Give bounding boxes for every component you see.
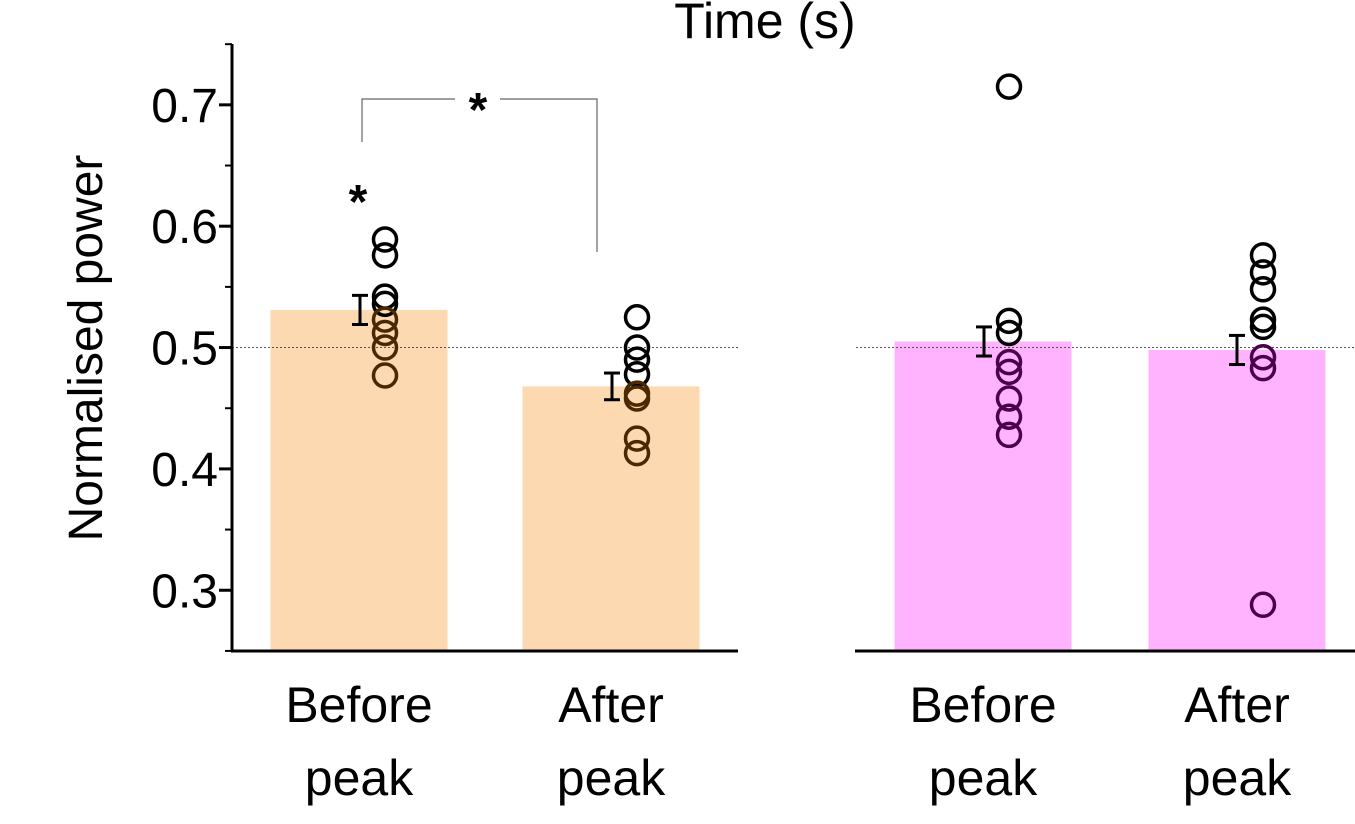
data-point: [1249, 242, 1277, 269]
bar: [894, 341, 1072, 651]
x-tick-label: Before peak: [909, 677, 1056, 806]
data-point: [371, 362, 399, 389]
data-point: [995, 385, 1023, 412]
data-point: [1249, 276, 1277, 303]
data-point: [995, 403, 1023, 430]
data-point: [623, 303, 651, 331]
data-point: [371, 226, 399, 253]
data-point: [995, 73, 1023, 100]
chart-panel-right: Before peak After peak: [855, 73, 1355, 806]
data-point: [995, 348, 1023, 376]
data-point: [1249, 591, 1277, 619]
y-axis-label: Normalised power: [60, 155, 113, 542]
x-tick-label: Before peak: [285, 677, 432, 806]
data-point: [371, 319, 399, 347]
x-tick-label-line: Before: [909, 677, 1056, 733]
significance-star: *: [469, 84, 488, 137]
bar: [1148, 349, 1326, 651]
data-point: [623, 425, 651, 452]
x-tick-label-line: peak: [557, 750, 666, 806]
data-point: [371, 306, 399, 333]
data-point: [1249, 306, 1277, 333]
x-tick-label: After peak: [557, 677, 666, 806]
x-tick-label-line: peak: [305, 750, 414, 806]
data-point: [1249, 313, 1277, 341]
chart-panel-left: 0.3 0.4 0.5 0.6 0.7 Normalised power Before pea…: [60, 43, 738, 806]
significance-bracket: [500, 98, 598, 252]
bar: [270, 309, 448, 651]
data-point: [995, 421, 1023, 449]
x-tick-label-line: After: [1184, 677, 1290, 733]
data-point: [995, 307, 1023, 335]
data-point: [1249, 344, 1277, 371]
data-point: [371, 334, 399, 361]
data-point: [623, 385, 651, 412]
data-point: [995, 319, 1023, 347]
x-tick-label-line: peak: [929, 750, 1038, 806]
y-tick-label: 0.4: [151, 444, 218, 497]
data-point: [995, 358, 1023, 386]
bar: [522, 386, 700, 651]
data-point: [371, 242, 399, 269]
data-point: [623, 346, 651, 373]
data-point: [623, 439, 651, 467]
x-tick-label-line: peak: [1183, 750, 1292, 806]
figure-title: Time (s): [674, 0, 855, 49]
data-point: [1249, 259, 1277, 286]
y-tick-label: 0.3: [151, 565, 218, 618]
x-tick-label-line: Before: [285, 677, 432, 733]
y-tick-label: 0.5: [151, 323, 218, 376]
significance-bracket: [361, 98, 455, 142]
y-tick-label: 0.7: [151, 80, 218, 133]
x-tick-label: After peak: [1183, 677, 1292, 806]
significance-star: *: [349, 176, 368, 229]
data-point: [371, 290, 399, 318]
data-point: [1249, 354, 1277, 382]
data-point: [623, 334, 651, 361]
y-tick-label: 0.6: [151, 201, 218, 254]
x-tick-label-line: After: [558, 677, 664, 733]
